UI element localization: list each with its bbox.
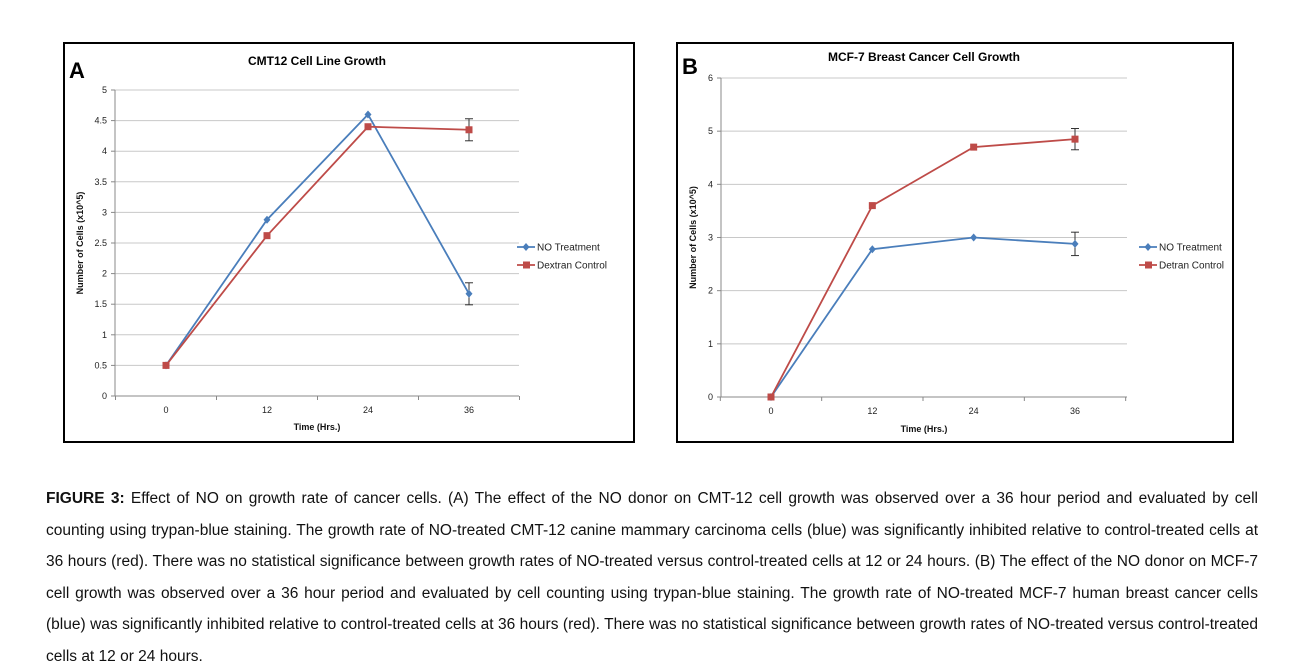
y-tick-label-a-8: 4	[102, 146, 107, 156]
y-axis-label-b: Number of Cells (x10^5)	[688, 186, 698, 289]
y-tick-label-b-6: 6	[708, 73, 713, 83]
legend-label-b-1: Detran Control	[1159, 261, 1224, 272]
y-tick-label-a-2: 1	[102, 330, 107, 340]
legend-marker-b-0	[1144, 243, 1152, 251]
data-point-a-1-1	[263, 232, 271, 240]
y-tick-label-a-1: 0.5	[94, 360, 107, 370]
y-tick-label-a-7: 3.5	[94, 177, 107, 187]
y-tick-label-b-0: 0	[708, 392, 713, 402]
data-point-b-0-2	[970, 233, 978, 242]
y-tick-label-a-5: 2.5	[94, 238, 107, 248]
data-point-a-1-3	[465, 126, 473, 134]
caption-label: FIGURE 3:	[46, 490, 125, 507]
data-point-b-1-3	[1071, 135, 1079, 143]
chart-a-svg: A CMT12 Cell Line Growth 0 0.5 1 1.5 2 2.5 3 3.5 4…	[69, 54, 607, 432]
y-tick-label-b-4: 4	[708, 179, 713, 189]
x-tick-label-b-0: 0	[768, 406, 773, 416]
panel-label-a: A	[69, 58, 85, 83]
chart-panel-b: B MCF-7 Breast Cancer Cell Growth 0 1 2 3 4 5 6 0…	[676, 42, 1234, 443]
data-point-a-0-1	[263, 215, 271, 224]
x-tick-label-b-2: 24	[969, 406, 979, 416]
y-tick-label-a-0: 0	[102, 391, 107, 401]
x-tick-label-a-1: 12	[262, 405, 272, 415]
legend-marker-a-1	[523, 261, 530, 269]
chart-title-a: CMT12 Cell Line Growth	[248, 54, 386, 68]
x-tick-label-b-1: 12	[867, 406, 877, 416]
x-tick-label-a-3: 36	[464, 405, 474, 415]
chart-panel-a: A CMT12 Cell Line Growth 0 0.5 1 1.5 2 2.5 3 3.5 4…	[63, 42, 635, 443]
data-point-a-1-2	[364, 123, 372, 131]
y-tick-label-b-2: 2	[708, 286, 713, 296]
series-line-a-1	[165, 125, 470, 366]
data-point-a-0-2	[364, 110, 372, 119]
series-line-a-0	[165, 112, 470, 366]
data-point-a-0-3	[465, 289, 473, 298]
chart-title-b: MCF-7 Breast Cancer Cell Growth	[828, 50, 1020, 64]
y-tick-label-a-4: 2	[102, 269, 107, 279]
y-tick-label-b-1: 1	[708, 339, 713, 349]
data-point-b-0-3	[1071, 239, 1079, 248]
data-point-b-1-2	[970, 143, 978, 151]
data-point-a-1-0	[162, 361, 170, 369]
x-tick-label-a-2: 24	[363, 405, 373, 415]
series-line-b-0	[770, 236, 1076, 398]
legend-label-a-0: NO Treatment	[537, 243, 600, 254]
x-axis-label-b: Time (Hrs.)	[901, 424, 948, 434]
y-tick-label-a-9: 4.5	[94, 116, 107, 126]
y-axis-label-a: Number of Cells (x10^5)	[75, 192, 85, 295]
y-tick-label-a-6: 3	[102, 207, 107, 217]
data-point-b-1-1	[868, 202, 876, 210]
panel-label-b: B	[682, 54, 698, 79]
legend-label-a-1: Dextran Control	[537, 261, 607, 272]
series-line-b-1	[770, 138, 1076, 398]
y-tick-label-a-3: 1.5	[94, 299, 107, 309]
data-point-b-1-0	[767, 393, 775, 401]
x-axis-label-a: Time (Hrs.)	[294, 422, 341, 432]
x-tick-label-b-3: 36	[1070, 406, 1080, 416]
legend-marker-a-0	[522, 243, 530, 251]
legend-marker-b-1	[1145, 261, 1152, 269]
figure-caption: FIGURE 3: Effect of NO on growth rate of…	[46, 483, 1258, 672]
x-tick-label-a-0: 0	[163, 405, 168, 415]
y-tick-label-b-3: 3	[708, 233, 713, 243]
chart-b-svg: B MCF-7 Breast Cancer Cell Growth01234560…	[682, 50, 1224, 434]
caption-text: Effect of NO on growth rate of cancer ce…	[46, 490, 1258, 665]
data-point-b-0-1	[868, 245, 876, 254]
y-tick-label-b-5: 5	[708, 126, 713, 136]
legend-label-b-0: NO Treatment	[1159, 243, 1222, 254]
y-tick-label-a-10: 5	[102, 85, 107, 95]
